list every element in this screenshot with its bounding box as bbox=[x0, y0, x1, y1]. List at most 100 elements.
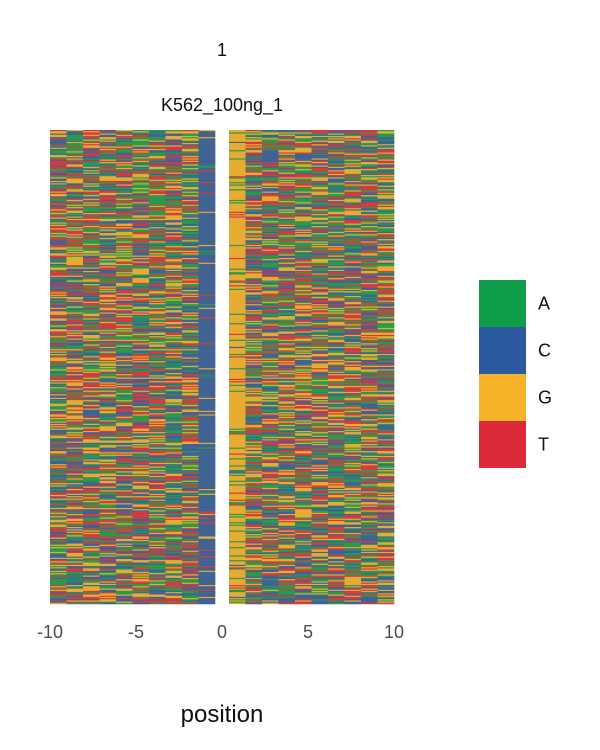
heatmap-cell bbox=[116, 485, 133, 487]
heatmap-cell bbox=[66, 390, 84, 393]
heatmap-cell bbox=[116, 389, 133, 391]
heatmap-cell bbox=[83, 458, 100, 460]
heatmap-cell bbox=[66, 516, 84, 518]
heatmap-cell bbox=[99, 204, 117, 207]
heatmap-cell bbox=[99, 221, 117, 223]
heatmap-cell bbox=[83, 204, 100, 207]
heatmap-cell bbox=[50, 196, 67, 198]
heatmap-cell bbox=[116, 364, 133, 367]
heatmap-cell bbox=[116, 288, 133, 291]
heatmap-cell bbox=[99, 573, 117, 575]
heatmap-cell bbox=[66, 325, 84, 327]
heatmap-cell bbox=[99, 442, 117, 445]
heatmap-cell bbox=[50, 224, 67, 227]
heatmap-cell bbox=[83, 161, 100, 164]
heatmap-cell bbox=[83, 563, 100, 566]
heatmap-cell bbox=[116, 284, 133, 286]
heatmap-cell bbox=[132, 363, 150, 365]
heatmap-cell bbox=[132, 147, 150, 150]
heatmap-cell bbox=[132, 167, 150, 170]
heatmap-cell bbox=[116, 554, 133, 556]
heatmap-cell bbox=[66, 355, 84, 357]
heatmap-cell bbox=[83, 141, 100, 144]
heatmap-cell bbox=[116, 342, 133, 344]
heatmap-cell bbox=[116, 563, 133, 566]
heatmap-cell bbox=[149, 170, 166, 172]
heatmap-cell bbox=[116, 319, 133, 322]
heatmap-cell bbox=[99, 254, 117, 256]
heatmap-cell bbox=[116, 454, 133, 457]
heatmap-cell bbox=[66, 491, 84, 493]
heatmap-cell bbox=[83, 363, 100, 365]
heatmap-cell bbox=[116, 312, 133, 314]
heatmap-cell bbox=[132, 361, 150, 363]
heatmap-cell bbox=[83, 282, 100, 285]
heatmap-cell bbox=[116, 359, 133, 362]
heatmap-cell bbox=[99, 154, 117, 157]
heatmap-cell bbox=[50, 439, 67, 441]
heatmap-cell bbox=[116, 276, 133, 279]
heatmap-cell bbox=[132, 504, 150, 506]
heatmap-cell bbox=[116, 462, 133, 465]
heatmap-cell bbox=[66, 205, 84, 208]
heatmap-cell bbox=[132, 538, 150, 541]
heatmap-cell bbox=[116, 177, 133, 179]
heatmap-cell bbox=[116, 180, 133, 183]
heatmap-cell bbox=[116, 473, 133, 476]
heatmap-cell bbox=[50, 434, 67, 436]
heatmap-cell bbox=[132, 333, 150, 336]
heatmap-cell bbox=[99, 191, 117, 194]
heatmap-cell bbox=[132, 555, 150, 557]
heatmap-cell bbox=[50, 457, 67, 459]
heatmap-cell bbox=[99, 306, 117, 308]
heatmap-cell bbox=[66, 503, 84, 505]
heatmap-cell bbox=[50, 203, 67, 205]
heatmap-cell bbox=[50, 317, 67, 319]
heatmap-cell bbox=[83, 506, 100, 509]
heatmap-cell bbox=[99, 147, 117, 150]
heatmap-cell bbox=[50, 156, 67, 158]
heatmap-cell bbox=[50, 595, 67, 598]
heatmap-cell bbox=[83, 439, 100, 441]
heatmap-cell bbox=[66, 544, 84, 547]
heatmap-cell bbox=[149, 146, 166, 149]
heatmap-cell bbox=[50, 413, 67, 415]
heatmap-cell bbox=[99, 402, 117, 404]
heatmap-cell bbox=[83, 294, 100, 297]
heatmap-cell bbox=[132, 396, 150, 399]
heatmap-cell bbox=[66, 186, 84, 189]
heatmap-cell bbox=[132, 255, 150, 258]
heatmap-cell bbox=[83, 235, 100, 237]
heatmap-cell bbox=[66, 231, 84, 234]
heatmap-cell bbox=[99, 468, 117, 471]
heatmap-cell bbox=[116, 249, 133, 252]
heatmap-cell bbox=[50, 267, 67, 269]
heatmap-cell bbox=[83, 361, 100, 363]
heatmap-cell bbox=[50, 583, 67, 586]
heatmap-cell bbox=[99, 273, 117, 275]
heatmap-cell bbox=[99, 272, 117, 274]
heatmap-cell bbox=[116, 139, 133, 141]
heatmap-cell bbox=[83, 592, 100, 594]
heatmap-cell bbox=[132, 250, 150, 253]
heatmap-cell bbox=[66, 573, 84, 575]
heatmap-cell bbox=[116, 434, 133, 436]
heatmap-cell bbox=[132, 253, 150, 255]
heatmap-cell bbox=[99, 299, 117, 301]
heatmap-cell bbox=[83, 130, 100, 132]
heatmap-cell bbox=[116, 144, 133, 146]
heatmap-cell bbox=[132, 173, 150, 176]
heatmap-cell bbox=[66, 311, 84, 313]
heatmap-cell bbox=[132, 178, 150, 181]
heatmap-cell bbox=[99, 351, 117, 354]
heatmap-cell bbox=[116, 425, 133, 427]
heatmap-cell bbox=[83, 446, 100, 448]
heatmap-cell bbox=[132, 131, 150, 133]
heatmap-cell bbox=[99, 364, 117, 367]
heatmap-cell bbox=[132, 237, 150, 240]
heatmap-cell bbox=[132, 528, 150, 530]
heatmap-cell bbox=[132, 577, 150, 580]
heatmap-cell bbox=[66, 421, 84, 423]
heatmap-cell bbox=[99, 459, 117, 461]
heatmap-cell bbox=[66, 333, 84, 336]
